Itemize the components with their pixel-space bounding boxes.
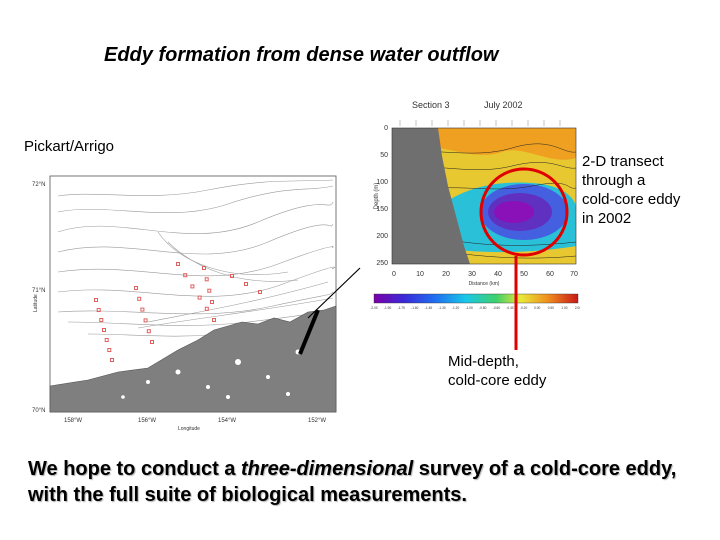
transect-annotation: 2-D transect through a cold-core eddy in… xyxy=(582,152,680,228)
section-y-tick: 0 xyxy=(384,125,388,132)
section-colorbar-tick: -1.00 xyxy=(466,306,473,310)
summary-text-start: We hope to conduct a xyxy=(28,458,241,480)
map-station xyxy=(258,290,262,294)
map-station xyxy=(204,306,209,311)
section-x-tick: 10 xyxy=(416,271,424,278)
slide-title: Eddy formation from dense water outflow xyxy=(104,44,499,66)
map-station xyxy=(176,262,180,266)
section-x-tick: 40 xyxy=(494,271,502,278)
map-station xyxy=(150,340,154,344)
map-station xyxy=(96,308,101,312)
summary-text: We hope to conduct a three-dimensional s… xyxy=(28,456,708,508)
section-seafloor xyxy=(392,128,470,264)
section-title-left: Section 3 xyxy=(412,100,450,110)
section-plot: Section 3 July 2002 0 50 100 150 200 250… xyxy=(370,100,580,310)
section-colorbar-tick: 0.50 xyxy=(548,306,554,310)
section-colorbar-tick: -1.75 xyxy=(398,306,405,310)
section-colorbar-tick: -1.20 xyxy=(452,306,459,310)
map-station xyxy=(143,318,148,323)
map-station xyxy=(210,300,214,304)
section-x-tick: 50 xyxy=(520,271,528,278)
map-station xyxy=(107,348,112,352)
section-colorbar-tick: -0.80 xyxy=(479,306,486,310)
map-y-ticks: 72°N 71°N 70°N xyxy=(32,182,45,414)
section-frame xyxy=(391,127,577,265)
map-station xyxy=(204,277,209,282)
eddy-annotation-line: Mid-depth, xyxy=(448,353,519,370)
map-x-tick: 152°W xyxy=(308,418,326,424)
eddy-annotation-line: cold-core eddy xyxy=(448,372,547,389)
section-y-axis-label: Depth (m) xyxy=(374,183,380,210)
map-y-axis-label: Latitude xyxy=(33,294,39,312)
section-y-tick: 250 xyxy=(376,260,388,267)
summary-text-emphasis: three-dimensional xyxy=(240,458,414,480)
map-station xyxy=(137,296,142,301)
eddy-annotation: Mid-depth, cold-core eddy xyxy=(448,352,546,390)
map-x-ticks: 158°W 156°W 154°W 152°W xyxy=(64,418,326,424)
map-lakes xyxy=(121,349,301,399)
section-y-ticks: 0 50 100 150 200 250 xyxy=(376,125,388,267)
map-x-tick: 158°W xyxy=(64,418,82,424)
map-station xyxy=(212,318,216,322)
section-x-tick: 0 xyxy=(392,271,396,278)
section-station-markers xyxy=(399,120,561,126)
section-x-tick: 20 xyxy=(442,271,450,278)
map-station xyxy=(183,273,188,278)
map-station xyxy=(197,295,202,300)
section-x-axis-label: Distance (km) xyxy=(469,281,500,287)
map-y-tick: 70°N xyxy=(32,408,45,414)
section-y-tick: 100 xyxy=(376,179,388,186)
section-x-tick: 60 xyxy=(546,271,554,278)
map-station xyxy=(99,318,104,322)
map-y-tick: 71°N xyxy=(32,288,45,294)
transect-annotation-line: in 2002 xyxy=(582,210,632,227)
transect-annotation-line: through a xyxy=(582,172,646,189)
map-station xyxy=(202,266,206,270)
section-colorbar-tick: 0.00 xyxy=(534,306,540,310)
station-map: 72°N 71°N 70°N 158°W 156°W 154°W 152°W L… xyxy=(32,175,337,432)
section-colorbar-tick: -1.30 xyxy=(438,306,445,310)
section-colorbar-tick: -2.00 xyxy=(370,306,377,310)
section-colorbar-tick: 1.00 xyxy=(561,306,567,310)
section-colorbar-tick: -0.20 xyxy=(520,306,527,310)
section-colorbar-tick: -0.40 xyxy=(506,306,513,310)
section-colorbar-tick: 2.00 xyxy=(575,306,580,310)
map-x-tick: 154°W xyxy=(218,418,236,424)
section-colorbar xyxy=(373,293,579,304)
transect-annotation-line: cold-core eddy xyxy=(582,191,681,208)
section-x-tick: 30 xyxy=(468,271,476,278)
map-station xyxy=(230,274,234,278)
section-colorbar-tick: -1.45 xyxy=(425,306,432,310)
section-x-ticks: 0 10 20 30 40 50 60 70 xyxy=(392,271,578,278)
section-y-tick: 50 xyxy=(380,152,388,159)
summary-text-end: survey of a cold-core eddy, with the ful… xyxy=(28,458,677,506)
map-x-axis-label: Longitude xyxy=(178,426,200,432)
section-colorbar-tick: -1.90 xyxy=(384,306,391,310)
map-station xyxy=(102,328,106,332)
section-title-right: July 2002 xyxy=(484,100,523,110)
map-station xyxy=(134,286,138,290)
section-y-tick: 150 xyxy=(376,206,388,213)
map-y-tick: 72°N xyxy=(32,182,45,188)
map-x-tick: 156°W xyxy=(138,418,156,424)
map-station xyxy=(146,329,151,334)
map-station xyxy=(207,288,212,293)
map-station xyxy=(94,298,98,302)
map-stations xyxy=(94,262,262,362)
map-station xyxy=(140,307,145,312)
transect-annotation-line: 2-D transect xyxy=(582,153,664,170)
map-station xyxy=(104,338,109,342)
map-station xyxy=(190,284,195,289)
section-colorbar-tick: -0.60 xyxy=(493,306,500,310)
map-station xyxy=(244,282,248,286)
credit-label: Pickart/Arrigo xyxy=(24,138,115,155)
section-x-tick: 70 xyxy=(570,271,578,278)
section-colorbar-tick: -1.60 xyxy=(411,306,418,310)
section-eddy-core xyxy=(494,201,534,223)
map-station xyxy=(110,358,114,362)
section-y-tick: 200 xyxy=(376,233,388,240)
section-colorbar-ticks: -2.00 -1.90 -1.75 -1.60 -1.45 -1.30 -1.20 -1.00… xyxy=(370,306,580,310)
